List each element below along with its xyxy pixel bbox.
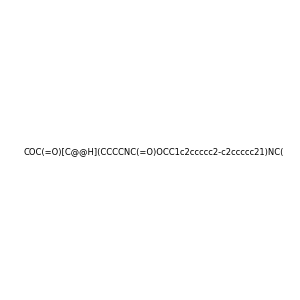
Text: COC(=O)[C@@H](CCCCNC(=O)OCC1c2ccccc2-c2ccccc21)NC(: COC(=O)[C@@H](CCCCNC(=O)OCC1c2ccccc2-c2c… <box>24 147 284 156</box>
